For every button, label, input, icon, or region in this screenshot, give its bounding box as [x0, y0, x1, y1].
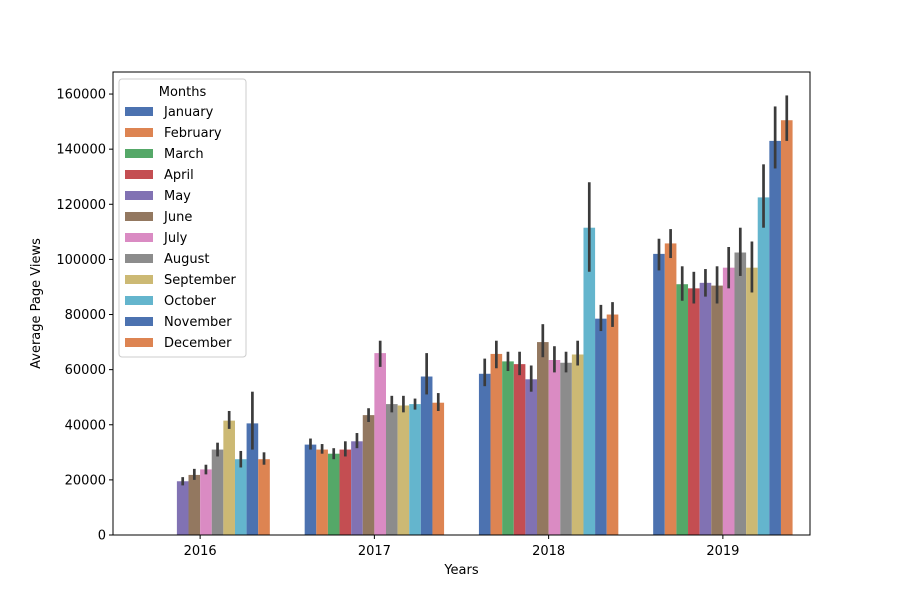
legend-swatch-december [125, 338, 153, 347]
bar-july-2018 [548, 360, 561, 535]
bar-october-2017 [409, 404, 421, 535]
y-axis: 0 20000 40000 60000 80000 100000 120000 140000 1… [56, 88, 113, 544]
legend-label-march: March [164, 147, 204, 162]
y-tick-label: 20000 [65, 473, 106, 488]
bar-may-2016 [176, 481, 189, 535]
y-axis-title: Average Page Views [29, 238, 44, 369]
bar-april-2019 [688, 288, 700, 535]
legend-label-february: February [164, 126, 222, 141]
bar-august-2016 [211, 449, 224, 535]
legend-swatch-june [125, 212, 153, 221]
legend-box [118, 78, 247, 358]
bar-december-2017 [432, 402, 445, 535]
bar-january-2018 [478, 373, 491, 535]
bar-february-2017 [316, 449, 328, 535]
y-tick-label: 80000 [65, 308, 106, 323]
bar-december-2016 [258, 459, 270, 535]
y-tick-label: 120000 [56, 198, 106, 213]
legend-swatch-february [125, 128, 153, 137]
x-tick-label: 2019 [706, 544, 739, 559]
bar-november-2019 [769, 140, 781, 535]
legend: Months January February March April May June J… [118, 78, 247, 358]
error-bars [181, 95, 789, 486]
bar-april-2017 [339, 449, 352, 535]
legend-label-september: September [164, 273, 237, 288]
x-tick-label: 2018 [532, 544, 565, 559]
legend-swatch-july [125, 233, 153, 242]
bar-march-2017 [327, 453, 340, 535]
legend-label-december: December [164, 336, 232, 351]
legend-label-may: May [164, 189, 191, 204]
legend-swatch-august [125, 254, 153, 263]
bar-december-2018 [606, 314, 619, 535]
legend-label-june: June [163, 210, 192, 225]
bar-september-2018 [571, 354, 584, 535]
x-axis: 2016 2017 2018 2019 [184, 535, 739, 559]
bar-september-2016 [223, 420, 235, 535]
bar-june-2016 [188, 474, 201, 535]
x-tick-label: 2016 [184, 544, 217, 559]
legend-swatch-october [125, 296, 153, 305]
y-tick-label: 140000 [56, 143, 106, 158]
legend-label-november: November [164, 315, 232, 330]
bar-march-2019 [676, 284, 689, 535]
bar-october-2016 [234, 459, 247, 535]
bar-november-2016 [246, 423, 259, 535]
bar-january-2019 [653, 253, 665, 535]
bar-july-2019 [722, 267, 735, 535]
y-tick-label: 160000 [56, 88, 106, 103]
bar-may-2018 [525, 379, 538, 535]
bar-july-2017 [374, 353, 386, 535]
y-tick-label: 40000 [65, 418, 106, 433]
bars [176, 120, 793, 536]
legend-label-august: August [164, 252, 210, 267]
legend-swatch-may [125, 191, 153, 200]
y-tick-label: 60000 [65, 363, 106, 378]
bar-june-2019 [711, 285, 723, 535]
bar-february-2019 [664, 243, 677, 536]
x-tick-label: 2017 [358, 544, 391, 559]
bar-june-2017 [362, 415, 375, 535]
bar-january-2017 [304, 444, 317, 535]
legend-swatch-september [125, 275, 153, 284]
legend-swatch-january [125, 107, 153, 116]
plot-frame [112, 71, 811, 536]
legend-title: Months [159, 85, 207, 100]
bar-august-2019 [734, 252, 747, 535]
legend-label-january: January [163, 105, 214, 120]
bar-july-2016 [200, 469, 212, 535]
bar-may-2017 [351, 441, 363, 535]
bar-february-2018 [490, 353, 503, 535]
legend-label-july: July [163, 231, 188, 246]
y-tick-label: 100000 [56, 253, 106, 268]
bar-september-2017 [397, 405, 410, 535]
legend-swatch-march [125, 149, 153, 158]
bar-october-2018 [583, 227, 596, 535]
bar-september-2019 [746, 267, 758, 535]
bar-june-2018 [537, 342, 549, 535]
legend-swatch-april [125, 170, 153, 179]
bar-march-2018 [502, 361, 514, 536]
bar-november-2017 [420, 376, 433, 535]
bar-august-2018 [560, 362, 572, 535]
bar-october-2019 [757, 197, 770, 535]
y-tick-label: 0 [98, 529, 106, 544]
legend-label-april: April [164, 168, 194, 183]
bar-december-2019 [780, 120, 793, 535]
bar-may-2019 [699, 282, 712, 535]
legend-swatch-november [125, 317, 153, 326]
legend-label-october: October [164, 294, 217, 309]
bar-april-2018 [513, 364, 526, 535]
bar-november-2018 [595, 318, 607, 535]
x-axis-title: Years [443, 563, 479, 578]
bar-august-2017 [385, 404, 398, 535]
